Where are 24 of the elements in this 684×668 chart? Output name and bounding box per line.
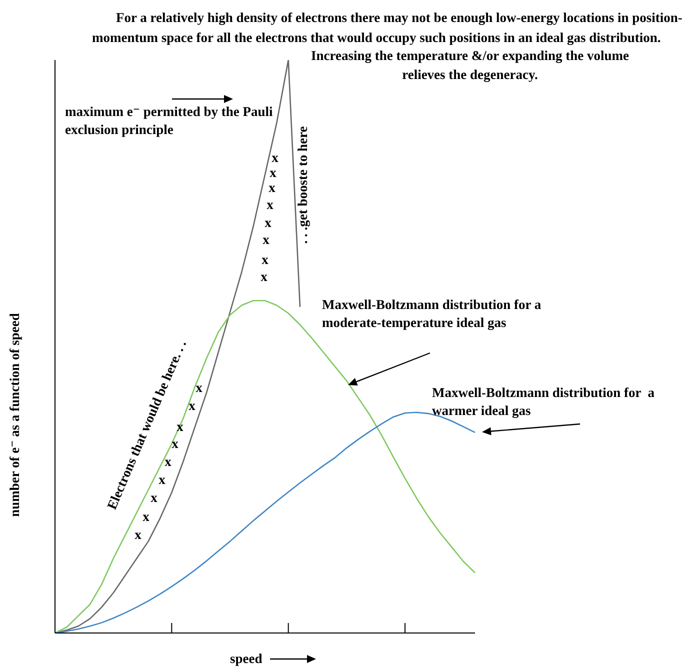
annotation: x [172,436,178,451]
annotation: x [270,165,276,180]
annotation: x [158,472,166,487]
x-axis-title: speed [230,651,262,667]
annotation: . . .get booste to here [295,126,310,244]
annotation: x [262,232,270,247]
annotation: Maxwell-Boltzmann distribution for a moderate-temperature ideal gas [322,296,542,332]
annotation: x [196,380,202,395]
annotation: x [164,454,172,469]
annotation: x [142,509,150,524]
annotation: x [266,197,274,212]
annotation: x [272,150,278,165]
annotation: x [262,252,268,267]
y-axis-title: number of e⁻ as a function of speed [7,313,23,517]
text: For a relatively high density of electrons there may not be enough low-energy locations in position-momentum space for all the electrons that would occupy such positions in an ideal gas distribution. [92,9,684,47]
annotation: x [134,527,142,542]
annotation: maximum e⁻ permitted by the Pauli exclusion principle [65,103,274,139]
annotation: x [188,398,196,413]
annotation: Increasing the temperature &/or expanding the volume relieves the degeneracy. [310,47,630,84]
annotation: x [260,269,268,284]
annotation: x [150,490,158,505]
annotation: x [264,215,272,230]
annotation: x [268,180,276,195]
annotation: Maxwell-Boltzmann distribution for a warmer ideal gas [432,384,656,420]
